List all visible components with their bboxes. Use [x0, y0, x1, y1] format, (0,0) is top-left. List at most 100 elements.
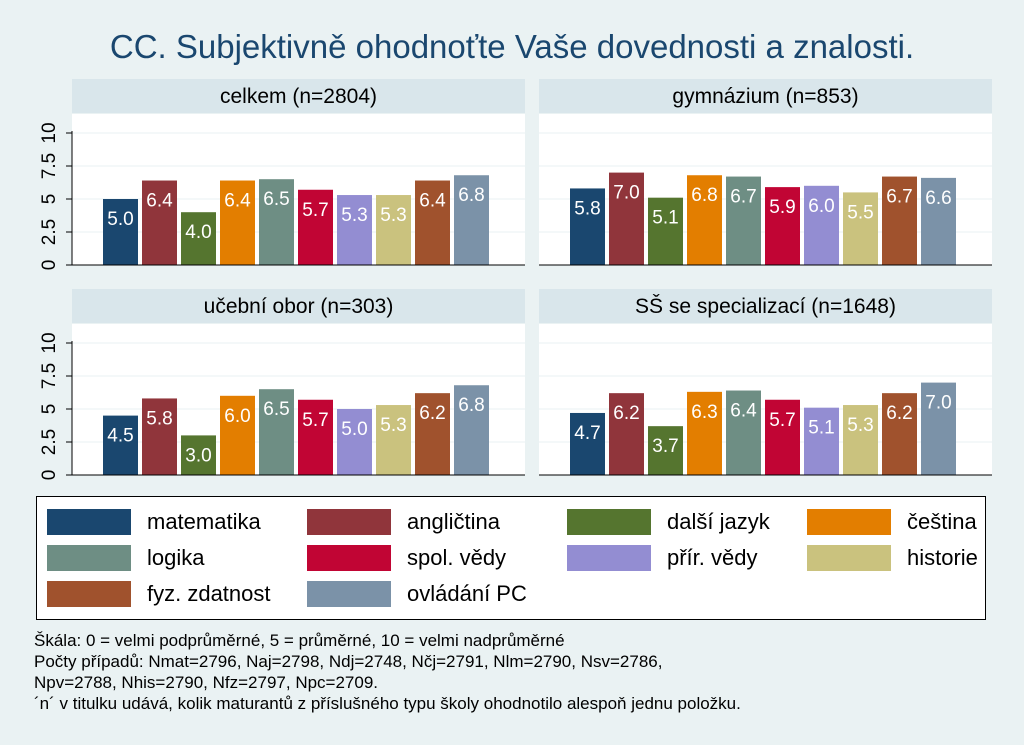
bar-label: 3.7: [652, 436, 678, 457]
legend-swatch: [807, 509, 891, 535]
y-tick-label: 2.5: [39, 429, 60, 455]
bar-9: [921, 177, 956, 265]
legend-item: matematika: [47, 508, 261, 536]
panel-header: [72, 79, 525, 113]
bar-9: [454, 385, 489, 475]
bar-label: 6.5: [263, 189, 289, 210]
chart-notes: Škála: 0 = velmi podprůměrné, 5 = průměr…: [34, 630, 741, 714]
bar-8: [415, 180, 450, 265]
bar-label: 6.2: [613, 403, 639, 424]
bar-label: 6.2: [419, 403, 445, 424]
bar-6: [337, 195, 372, 265]
legend-swatch: [567, 545, 651, 571]
bar-3: [220, 180, 255, 265]
bar-1: [609, 393, 644, 475]
bar-label: 6.4: [419, 191, 446, 212]
bar-9: [921, 382, 956, 475]
bar-9: [454, 175, 489, 265]
bar-6: [804, 185, 839, 265]
legend-label: ovládání PC: [407, 581, 527, 606]
bar-label: 6.4: [146, 191, 173, 212]
y-tick-label: 5: [39, 404, 60, 415]
bar-label: 6.3: [691, 402, 717, 423]
bar-4: [259, 389, 294, 475]
legend-label: přír. vědy: [667, 545, 758, 570]
panel-header: [539, 79, 992, 113]
bar-label: 6.0: [808, 196, 834, 217]
bar-7: [376, 405, 411, 475]
note-n-explanation: ´n´ v titulku udává, kolik maturantů z p…: [34, 694, 741, 713]
bar-label: 6.7: [886, 187, 912, 208]
bar-3: [220, 395, 255, 475]
bar-8: [415, 393, 450, 475]
panel-header: [72, 289, 525, 323]
y-tick-label: 0: [39, 260, 60, 271]
bar-4: [726, 176, 761, 265]
bar-5: [765, 399, 800, 475]
bar-label: 5.3: [847, 415, 873, 436]
bar-6: [337, 409, 372, 475]
legend-item: čeština: [807, 508, 977, 536]
bar-label: 5.7: [769, 410, 795, 431]
bar-label: 6.6: [925, 188, 951, 209]
bar-label: 5.3: [341, 205, 367, 226]
bar-5: [298, 399, 333, 475]
y-tick-label: 0: [39, 470, 60, 481]
chart-panels: celkem (n=2804) 0 2.5 5 7.5 10 5.0 6.4 4.0 6.4 6.5…: [39, 79, 992, 481]
bar-label: 6.4: [224, 191, 251, 212]
bar-8: [882, 393, 917, 475]
bar-1: [142, 180, 177, 265]
legend-label: logika: [147, 545, 205, 570]
bar-label: 4.5: [107, 426, 133, 447]
legend-item: další jazyk: [567, 508, 770, 536]
bar-label: 5.0: [107, 209, 133, 230]
bar-1: [609, 172, 644, 265]
legend-item: ovládání PC: [307, 580, 527, 608]
chart-title: CC. Subjektivně ohodnoťte Vaše dovednost…: [109, 28, 915, 65]
panel-title: gymnázium (n=853): [672, 85, 858, 108]
bar-label: 7.0: [613, 183, 639, 204]
bar-label: 7.0: [925, 393, 951, 414]
panel-title: učební obor (n=303): [204, 295, 394, 318]
legend-item: logika: [47, 544, 204, 572]
bar-label: 6.2: [886, 403, 912, 424]
note-scale: Škála: 0 = velmi podprůměrné, 5 = průměr…: [34, 631, 565, 650]
legend-item: přír. vědy: [567, 544, 757, 572]
bar-5: [298, 189, 333, 265]
bar-0: [103, 415, 138, 475]
bar-2: [181, 435, 216, 475]
legend-label: matematika: [147, 509, 261, 534]
y-tick-label: 5: [39, 194, 60, 205]
legend-swatch: [307, 509, 391, 535]
bar-8: [882, 176, 917, 265]
bar-label: 6.8: [458, 185, 484, 206]
bar-label: 4.7: [574, 423, 600, 444]
y-tick-label: 2.5: [39, 219, 60, 245]
bar-label: 6.0: [224, 406, 250, 427]
bar-1: [142, 398, 177, 475]
bar-3: [687, 391, 722, 475]
bar-7: [843, 192, 878, 265]
bar-label: 5.3: [380, 205, 406, 226]
legend-label: spol. vědy: [407, 545, 507, 570]
bar-label: 6.8: [691, 185, 717, 206]
panel-title: celkem (n=2804): [220, 85, 377, 108]
panel-title: SŠ se specializací (n=1648): [635, 295, 896, 318]
panel-header: [539, 289, 992, 323]
legend-swatch: [47, 509, 131, 535]
y-tick-label: 10: [39, 122, 60, 143]
legend-item: spol. vědy: [307, 544, 506, 572]
bar-label: 4.0: [185, 222, 211, 243]
legend-item: angličtina: [307, 508, 500, 536]
bar-6: [804, 407, 839, 475]
panel-3: SŠ se specializací (n=1648) 4.7 6.2 3.7 6.3 6…: [539, 289, 992, 476]
legend-swatch: [47, 581, 131, 607]
bar-0: [570, 188, 605, 265]
bar-label: 5.0: [341, 419, 367, 440]
bar-2: [648, 426, 683, 475]
note-counts-2: Npv=2788, Nhis=2790, Nfz=2797, Npc=2709.: [34, 673, 379, 692]
bar-2: [648, 197, 683, 265]
bar-0: [570, 412, 605, 475]
legend-swatch: [807, 545, 891, 571]
bar-label: 5.1: [808, 418, 834, 439]
